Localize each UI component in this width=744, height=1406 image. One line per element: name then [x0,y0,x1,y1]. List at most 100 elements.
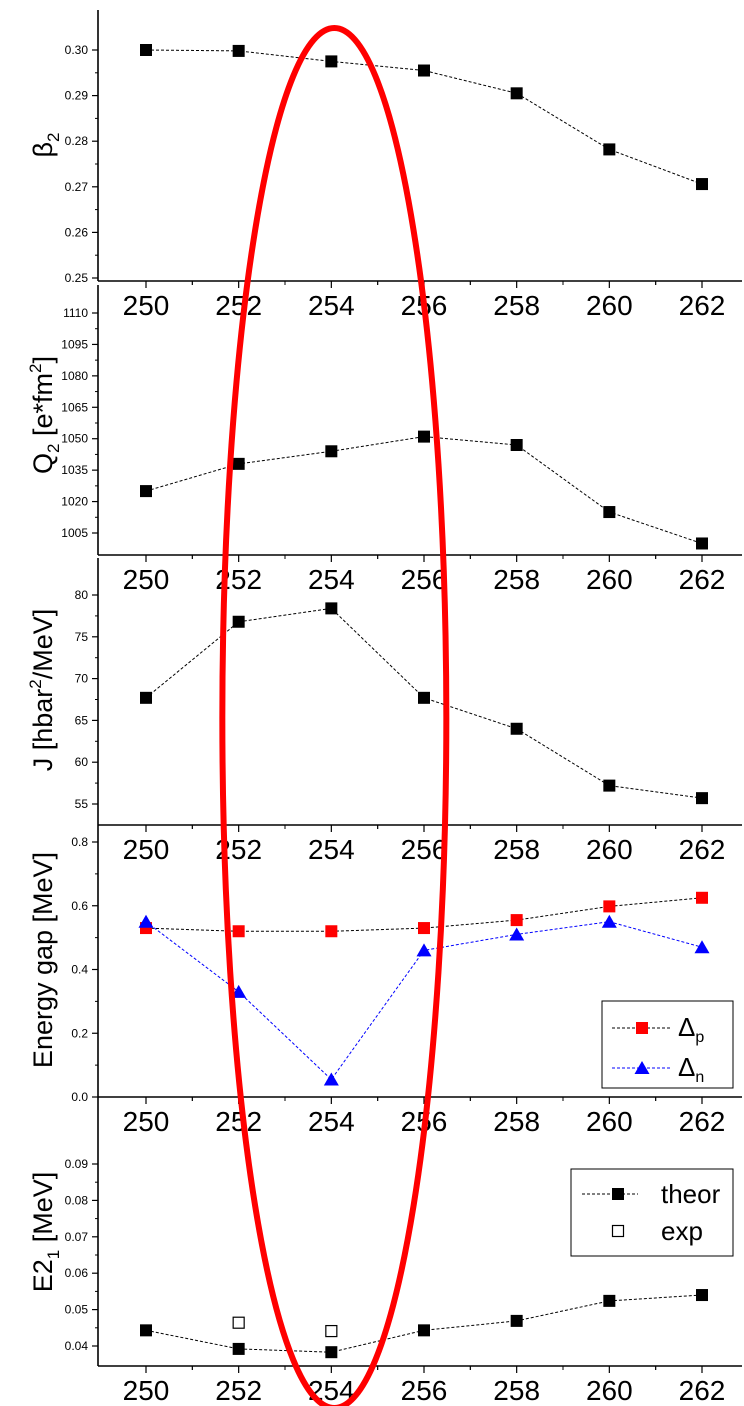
x-tick-label: 262 [679,564,726,595]
y-tick-label: 0.0 [71,1090,88,1104]
y-tick-label: 60 [75,755,89,769]
data-point [603,779,616,792]
x-tick-label: 262 [679,1375,726,1406]
y-axis-label: J [hbar2/MeV] [26,609,58,772]
data-point [510,914,523,927]
x-tick-label: 260 [586,1106,633,1137]
data-point [696,1289,708,1302]
data-point [510,87,523,100]
y-tick-label: 1080 [61,369,88,383]
x-tick-label: 250 [123,290,170,321]
x-tick-label: 258 [493,1106,540,1137]
x-tick-label: 260 [586,564,633,595]
data-point [696,891,708,904]
x-tick-label: 262 [679,834,726,865]
y-tick-label: 0.04 [65,1339,89,1353]
data-point [232,1316,245,1329]
x-tick-label: 262 [679,1106,726,1137]
data-point [232,457,245,470]
data-point [694,940,710,954]
data-point [510,439,523,451]
y-tick-label: 0.29 [65,89,89,103]
y-tick-label: 1020 [61,495,88,509]
x-tick-label: 252 [215,1375,262,1406]
data-point [140,691,152,704]
x-tick-label: 254 [308,290,355,321]
x-tick-label: 252 [215,290,262,321]
x-tick-label: 254 [308,1106,355,1137]
data-point [231,984,247,998]
y-axis-label: Q2 [e*fm2] [26,356,63,474]
x-tick-label: 252 [215,1106,262,1137]
y-axis-label: E21 [MeV] [28,1172,63,1293]
x-tick-label: 256 [401,1375,448,1406]
y-tick-label: 0.06 [65,1266,89,1280]
y-tick-label: 0.2 [71,1026,88,1040]
y-tick-label: 0.27 [65,180,89,194]
legend-label: Δn [678,1052,704,1086]
x-tick-label: 250 [123,564,170,595]
y-tick-label: 1110 [63,306,88,320]
x-tick-label: 250 [123,1375,170,1406]
x-tick-label: 250 [123,834,170,865]
legend-marker [612,1188,624,1200]
data-point [325,1346,338,1359]
y-tick-label: 0.05 [65,1303,89,1317]
data-point [603,1294,616,1307]
data-point [325,55,338,68]
y-tick-label: 55 [75,797,89,811]
data-point [603,143,616,156]
y-tick-label: 1005 [61,526,88,540]
data-point [232,615,245,628]
data-point [418,430,430,443]
x-tick-label: 262 [679,290,726,321]
panel-2: 1005 1020 1035 1050 1065 1080 1095 1110 250 252 25… [26,285,742,595]
y-tick-label: 75 [75,630,89,644]
data-point [418,691,430,704]
data-point [416,943,432,957]
data-point [232,1342,245,1355]
legend-box [570,1168,734,1257]
x-tick-label: 258 [493,290,540,321]
y-tick-label: 1095 [61,337,88,351]
data-point [140,44,152,56]
y-tick-label: 0.07 [65,1230,89,1244]
data-point [325,1324,338,1338]
legend-box [601,1000,734,1089]
panel-4: 0.0 0.2 0.4 0.6 0.8 250 252 254 256 258 260 262 Ener… [28,825,742,1137]
y-tick-label: 0.4 [71,963,88,977]
data-point [696,537,708,550]
x-tick-label: 256 [401,564,448,595]
y-tick-label: 65 [75,713,89,727]
data-point [140,1324,152,1337]
legend-marker [636,1022,648,1034]
y-tick-label: 1035 [61,463,88,477]
data-point [696,178,708,191]
x-tick-label: 256 [401,834,448,865]
data-point [601,914,617,928]
data-point [232,44,245,57]
data-point [418,1324,430,1337]
y-axis-label: β2 [28,133,63,158]
y-tick-label: 0.09 [65,1157,89,1171]
legend-label: Δp [678,1012,704,1046]
data-point [323,1072,339,1086]
data-point [510,722,523,735]
y-tick-label: 0.6 [71,899,88,913]
legend-marker [634,1061,650,1074]
y-axis-label: Energy gap [MeV] [28,852,58,1068]
x-tick-label: 260 [586,290,633,321]
y-tick-label: 0.8 [71,835,88,849]
x-tick-label: 260 [586,834,633,865]
y-tick-label: 1050 [61,432,88,446]
data-point [325,602,338,615]
x-tick-label: 250 [123,1106,170,1137]
data-point [138,914,154,928]
highlight-ellipse [219,25,450,1406]
data-point [509,927,525,941]
y-tick-label: 0.08 [65,1193,89,1207]
data-point [603,900,616,913]
